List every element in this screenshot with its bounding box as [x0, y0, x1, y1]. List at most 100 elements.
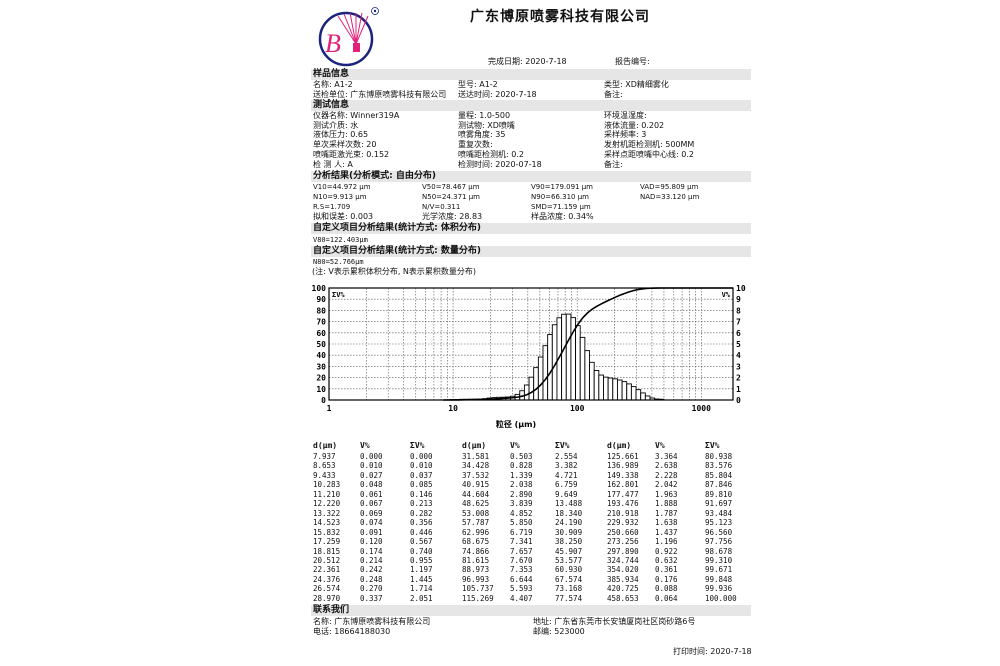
- table-cell: 125.661: [607, 452, 639, 461]
- table-cell: 2.038: [510, 480, 533, 490]
- table-header: V%: [655, 441, 665, 450]
- test-field: 喷雾角度: 35: [458, 130, 506, 140]
- test-field: 检测时间: 2020-07-18: [458, 159, 542, 169]
- table-cell: 37.532: [462, 470, 490, 480]
- table-cell: 1.963: [655, 489, 678, 499]
- table-cell: 3.839: [510, 499, 533, 509]
- table-cell: 0.955: [410, 555, 433, 565]
- table-cell: 162.801: [607, 480, 639, 490]
- table-cell: 354.020: [607, 565, 639, 575]
- completion-date: 完成日期: 2020-7-18: [488, 57, 567, 66]
- table-header: ΣV%: [705, 441, 720, 450]
- histogram-bar: [523, 384, 530, 401]
- table-cell: 48.625: [462, 499, 490, 509]
- table-cell: 0.048: [360, 480, 383, 490]
- section-sample-info: 样品信息: [311, 69, 751, 80]
- table-cell: 22.361: [313, 565, 341, 575]
- table-cell: 99.848: [705, 574, 733, 584]
- table-cell: 0.010: [360, 461, 383, 471]
- table-cell: 1.197: [410, 565, 433, 575]
- section-contact: 联系我们: [311, 605, 751, 616]
- histogram-bar: [579, 336, 586, 401]
- table-cell: 20.512: [313, 555, 341, 565]
- table-cell: 105.737: [462, 584, 494, 594]
- y-tick-right: 10: [736, 284, 746, 293]
- table-cell: 2.228: [655, 470, 678, 480]
- test-field: 仪器名称: Winner319A: [313, 111, 400, 120]
- table-cell: 83.576: [705, 461, 733, 471]
- table-cell: 15.832: [313, 527, 341, 537]
- table-cell: 99.936: [705, 584, 733, 594]
- company-title: 广东博原喷雾科技有限公司: [470, 9, 650, 25]
- table-cell: 4.721: [555, 470, 578, 480]
- table-cell: 31.581: [462, 452, 490, 461]
- contact-name: 名称: 广东博原喷雾科技有限公司: [313, 617, 431, 626]
- y-tick-left: 50: [316, 340, 326, 349]
- table-cell: 7.657: [510, 546, 533, 556]
- table-cell: 40.915: [462, 480, 490, 490]
- table-cell: 3.382: [555, 461, 578, 471]
- test-field: 检 测 人: A: [313, 159, 353, 169]
- table-cell: 9.649: [555, 489, 578, 499]
- table-cell: 74.866: [462, 546, 490, 556]
- table-cell: 420.725: [607, 584, 639, 594]
- table-cell: 385.934: [607, 574, 639, 584]
- y-tick-right: 5: [736, 340, 741, 349]
- table-cell: 0.446: [410, 527, 433, 537]
- histogram-bar: [593, 370, 600, 401]
- table-cell: 0.214: [360, 555, 383, 565]
- table-cell: 7.341: [510, 537, 533, 547]
- analysis-field: V50=78.467 μm: [422, 183, 480, 191]
- svg-text:B: B: [325, 29, 341, 58]
- test-field: 喷嘴距激光束: 0.152: [313, 149, 390, 159]
- table-cell: 62.996: [462, 527, 490, 537]
- table-cell: 89.810: [705, 489, 733, 499]
- table-header: ΣV%: [555, 441, 570, 450]
- sample-field: 型号: A1-2: [458, 80, 498, 89]
- table-cell: 0.064: [655, 593, 678, 603]
- y-tick-left: 10: [316, 385, 326, 394]
- section-test-info: 测试信息: [311, 100, 751, 111]
- sample-field: 送检单位: 广东博原喷雾科技有限公司: [313, 90, 447, 99]
- table-header: d(μm): [313, 441, 338, 450]
- table-cell: 2.051: [410, 593, 433, 603]
- histogram-bar: [630, 386, 637, 401]
- y-tick-left: 60: [316, 329, 326, 338]
- analysis-field: 拟和误差: 0.003: [313, 212, 374, 221]
- table-cell: 12.220: [313, 499, 341, 509]
- analysis-field: V90=179.091 μm: [531, 183, 594, 191]
- table-cell: 11.210: [313, 489, 341, 499]
- table-cell: 18.815: [313, 546, 341, 556]
- y-tick-right: 3: [736, 362, 741, 371]
- test-field: 单次采样次数: 20: [313, 140, 377, 150]
- table-cell: 7.670: [510, 555, 533, 565]
- table-cell: 34.428: [462, 461, 490, 471]
- table-cell: 324.744: [607, 555, 639, 565]
- histogram-bar: [533, 367, 539, 401]
- right-axis-label: V%: [722, 291, 731, 299]
- table-cell: 0.922: [655, 546, 678, 556]
- plot-frame: [328, 287, 734, 401]
- analysis-field: SMD=71.159 μm: [531, 203, 591, 211]
- table-cell: 0.282: [410, 508, 433, 518]
- table-header: d(μm): [607, 441, 632, 450]
- table-cell: 68.675: [462, 537, 490, 547]
- analysis-field: N90=66.310 μm: [531, 193, 589, 201]
- legend-note: (注: V表示累积体积分布, N表示累积数量分布): [312, 267, 477, 276]
- table-cell: 1.638: [655, 518, 678, 528]
- table-cell: 77.574: [555, 593, 583, 603]
- table-cell: 38.250: [555, 537, 583, 547]
- sample-field: 送达时间: 2020-7-18: [458, 90, 537, 99]
- table-cell: 5.593: [510, 584, 533, 594]
- x-tick: 100: [570, 404, 585, 413]
- test-field: 喷嘴距检测机: 0.2: [458, 149, 524, 159]
- analysis-field: VAD=95.809 μm: [640, 183, 699, 191]
- table-cell: 0.074: [360, 518, 383, 528]
- table-cell: 45.907: [555, 546, 583, 556]
- histogram-bar: [603, 376, 609, 401]
- table-cell: 0.027: [360, 470, 383, 480]
- table-cell: 44.604: [462, 489, 490, 499]
- table-cell: 53.008: [462, 508, 490, 518]
- table-cell: 2.042: [655, 480, 678, 490]
- y-tick-left: 90: [316, 295, 326, 304]
